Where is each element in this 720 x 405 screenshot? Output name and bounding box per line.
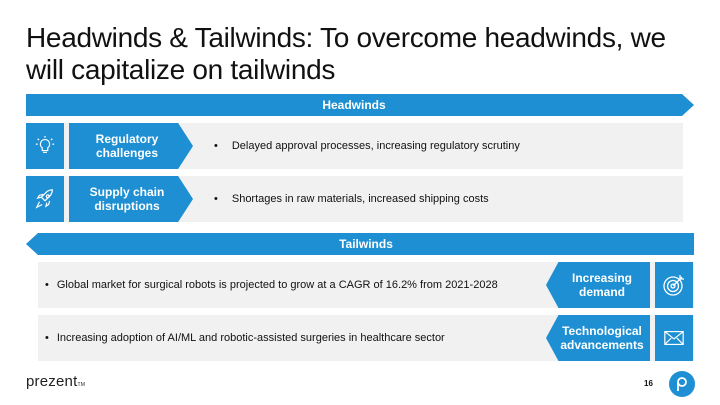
headwind-bullet-2: • Shortages in raw materials, increased …	[214, 176, 489, 222]
envelope-icon	[664, 330, 684, 346]
tailwind-chevron-1: Increasing demand	[546, 262, 650, 308]
tailwind-chevron-2: Technological advancements	[546, 315, 650, 361]
tailwind-bullet-2: • Increasing adoption of AI/ML and robot…	[45, 315, 445, 361]
headwind-chevron-2: Supply chain disruptions	[69, 176, 193, 222]
headwind-name-1: Regulatory challenges	[95, 132, 159, 160]
bullet-dot: •	[45, 279, 49, 291]
headwind-text-1: Delayed approval processes, increasing r…	[231, 140, 520, 152]
slide-title: Headwinds & Tailwinds: To overcome headw…	[26, 22, 666, 85]
tailwinds-banner: Tailwinds	[26, 233, 694, 255]
page-number: 16	[644, 379, 653, 388]
tailwind-icon-box-2	[655, 315, 693, 361]
bullet-dot: •	[214, 193, 218, 205]
tailwind-bullet-1: • Global market for surgical robots is p…	[45, 262, 498, 308]
lightbulb-icon	[35, 135, 55, 154]
tailwind-icon-box-1	[655, 262, 693, 308]
headwind-bullet-1: • Delayed approval processes, increasing…	[214, 123, 520, 169]
headwind-icon-box-2	[26, 176, 64, 222]
headwinds-banner: Headwinds	[26, 94, 694, 116]
headwind-chevron-1: Regulatory challenges	[69, 123, 193, 169]
target-icon	[663, 275, 684, 296]
bullet-dot: •	[214, 140, 218, 152]
headwind-name-2: Supply chain disruptions	[89, 185, 165, 213]
tailwind-text-1: Global market for surgical robots is pro…	[56, 279, 498, 291]
logo-tm: TM	[77, 382, 86, 388]
tailwind-name-1: Increasing demand	[571, 271, 633, 299]
headwind-text-2: Shortages in raw materials, increased sh…	[231, 193, 489, 205]
rocket-icon	[35, 189, 53, 209]
prezent-logo: prezentTM	[26, 373, 85, 390]
prezent-badge-icon	[669, 371, 695, 397]
tailwind-text-2: Increasing adoption of AI/ML and robotic…	[56, 332, 445, 344]
tailwind-name-2: Technological advancements	[560, 324, 644, 352]
headwind-icon-box-1	[26, 123, 64, 169]
bullet-dot: •	[45, 332, 49, 344]
logo-text: prezent	[26, 373, 78, 390]
